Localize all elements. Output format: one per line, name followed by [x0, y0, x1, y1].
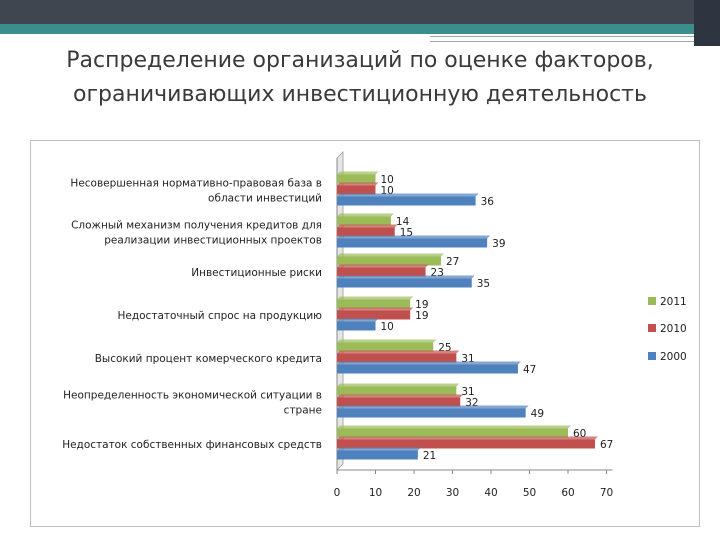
x-tick-label: 70: [600, 487, 613, 499]
bar-2011: [337, 428, 568, 438]
data-label: 67: [600, 439, 613, 451]
category-label: области инвестиций: [208, 193, 322, 205]
bar-top: [337, 394, 464, 398]
bar-2011: [337, 342, 434, 352]
bar-2010: [337, 227, 395, 237]
bar-2010: [337, 397, 461, 407]
bar-2011: [337, 299, 411, 309]
bar-2011: [337, 216, 391, 226]
bar-2011: [337, 256, 441, 266]
legend-swatch: [648, 352, 656, 360]
data-label: 14: [396, 216, 410, 228]
bar-top: [337, 436, 598, 440]
x-tick-label: 20: [407, 487, 420, 499]
bar-2000: [337, 196, 476, 206]
bar-2010: [337, 353, 457, 363]
category-label: Сложный механизм получения кредитов для: [71, 220, 322, 232]
category-label: Неопределенность экономической ситуации …: [63, 390, 322, 402]
bar-top: [337, 318, 379, 322]
legend-swatch: [648, 297, 656, 305]
data-label: 19: [415, 310, 428, 322]
bar-2000: [337, 321, 376, 331]
legend-label: 2011: [660, 296, 687, 308]
category-label: Несовершенная нормативно-правовая база в: [70, 178, 322, 190]
bar-top: [337, 405, 529, 409]
legend-swatch: [648, 324, 656, 332]
bar-top: [337, 193, 479, 197]
bar-top: [337, 275, 475, 279]
x-tick-label: 30: [446, 487, 459, 499]
data-label: 39: [492, 238, 505, 250]
x-tick-label: 10: [369, 487, 382, 499]
x-tick-label: 40: [484, 487, 497, 499]
data-label: 35: [477, 278, 490, 290]
bar-2011: [337, 386, 457, 396]
slide-corner-block: [694, 0, 720, 46]
slide-accent-band: [0, 24, 720, 34]
bar-top: [337, 213, 394, 217]
bar-top: [337, 425, 571, 429]
category-label: Недостаток собственных финансовых средст…: [62, 439, 322, 451]
data-label: 36: [481, 196, 495, 208]
data-label: 21: [423, 450, 436, 462]
bar-2010: [337, 185, 376, 195]
bar-top: [337, 447, 421, 451]
bar-2010: [337, 267, 426, 277]
bar-top: [337, 182, 379, 186]
slide-top-bar: [0, 0, 720, 24]
bar-top: [337, 307, 414, 311]
bar-top: [337, 264, 429, 268]
x-tick-label: 60: [561, 487, 574, 499]
data-label: 27: [446, 256, 459, 268]
bar-top: [337, 383, 460, 387]
data-label: 10: [381, 321, 394, 333]
category-label: стране: [284, 405, 322, 417]
bar-2000: [337, 278, 472, 288]
bar-2000: [337, 364, 518, 374]
bar-top: [337, 350, 460, 354]
bar-2000: [337, 450, 418, 460]
bar-2010: [337, 439, 595, 449]
category-label: Высокий процент комерческого кредита: [95, 353, 322, 365]
data-label: 49: [531, 408, 544, 420]
category-label: Инвестиционные риски: [191, 267, 322, 279]
x-tick-label: 50: [523, 487, 536, 499]
data-label: 47: [523, 364, 536, 376]
bar-2010: [337, 310, 411, 320]
bar-top: [337, 235, 491, 239]
data-label: 31: [461, 386, 474, 398]
bar-top: [337, 361, 521, 365]
bar-top: [337, 171, 379, 175]
data-label: 19: [415, 299, 428, 311]
category-label: реализации инвестиционных проектов: [104, 235, 322, 247]
bar-top: [337, 296, 414, 300]
data-label: 10: [381, 174, 394, 186]
slide-accent-lines: [430, 36, 720, 42]
legend-label: 2010: [660, 323, 687, 335]
bar-top: [337, 339, 437, 343]
legend-label: 2000: [660, 351, 687, 363]
bar-2000: [337, 408, 526, 418]
slide-title: Распределение организаций по оценке факт…: [66, 48, 654, 107]
bar-top: [337, 253, 444, 257]
bar-2000: [337, 238, 488, 248]
x-tick-label: 0: [334, 487, 341, 499]
category-label: Недостаточный спрос на продукцию: [118, 310, 323, 322]
bar-2011: [337, 174, 376, 184]
bar-top: [337, 224, 398, 228]
